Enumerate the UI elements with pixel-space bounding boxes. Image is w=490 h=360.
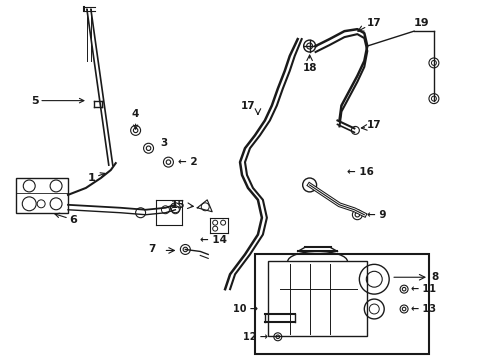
Text: 17: 17 (240, 100, 255, 111)
Text: 3: 3 (161, 138, 168, 148)
Text: 4: 4 (132, 108, 139, 129)
Text: 19: 19 (414, 18, 430, 28)
Bar (16, 178, 68, 213)
Text: 17: 17 (368, 121, 382, 130)
Text: ← 2: ← 2 (178, 157, 198, 167)
Text: ← 11: ← 11 (411, 284, 436, 294)
Bar (268, 261, 368, 336)
Text: 18: 18 (302, 63, 317, 73)
Text: ← 16: ← 16 (347, 167, 374, 177)
Bar (255, 255, 429, 354)
Text: 15: 15 (171, 200, 185, 210)
Text: 10 →: 10 → (233, 304, 258, 314)
Text: ← 13: ← 13 (411, 304, 436, 314)
Text: 7: 7 (148, 244, 155, 255)
Text: 5: 5 (31, 96, 84, 105)
Text: 17: 17 (368, 18, 382, 28)
Text: 1: 1 (88, 173, 105, 183)
Text: 8: 8 (431, 272, 438, 282)
Text: 6: 6 (55, 213, 77, 225)
Text: ← 9: ← 9 (368, 210, 387, 220)
Text: ← 14: ← 14 (200, 234, 227, 244)
Text: 12 →: 12 → (243, 332, 268, 342)
